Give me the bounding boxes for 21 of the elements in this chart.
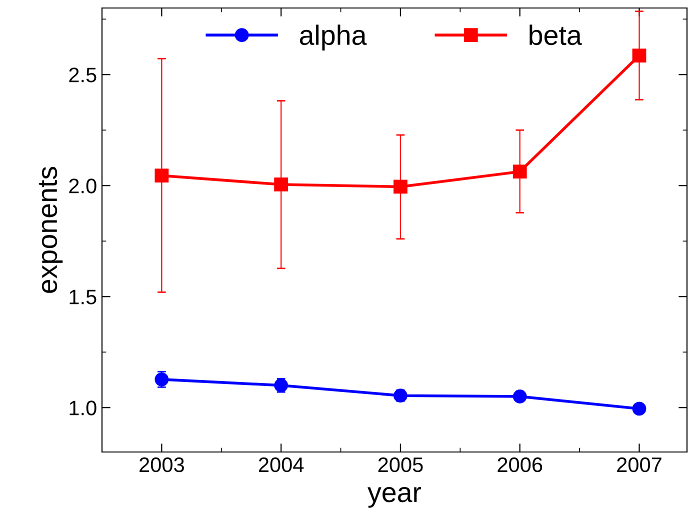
- point: [394, 180, 408, 194]
- x-tick-label: 2005: [378, 457, 423, 472]
- point: [274, 178, 288, 192]
- point: [632, 402, 646, 416]
- x-tick-label: 2006: [498, 457, 542, 472]
- legend-label: alpha: [300, 24, 367, 51]
- point: [154, 168, 169, 183]
- y-axis-title: exponents: [38, 166, 63, 293]
- x-axis-title: year: [368, 487, 422, 508]
- y-tick-label: 2.5: [69, 68, 96, 82]
- point: [512, 164, 527, 179]
- x-tick-label: 2003: [140, 457, 184, 472]
- point: [274, 378, 288, 392]
- point: [512, 390, 527, 404]
- x-tick-label: 2004: [258, 457, 304, 472]
- x-tick-label: 2007: [617, 457, 662, 472]
- legend-label: beta: [530, 24, 582, 46]
- point: [632, 48, 646, 62]
- y-tick-label: 1.0: [70, 400, 96, 416]
- y-tick-label: 1.5: [70, 290, 96, 304]
- y-tick-label: 2.0: [69, 178, 96, 194]
